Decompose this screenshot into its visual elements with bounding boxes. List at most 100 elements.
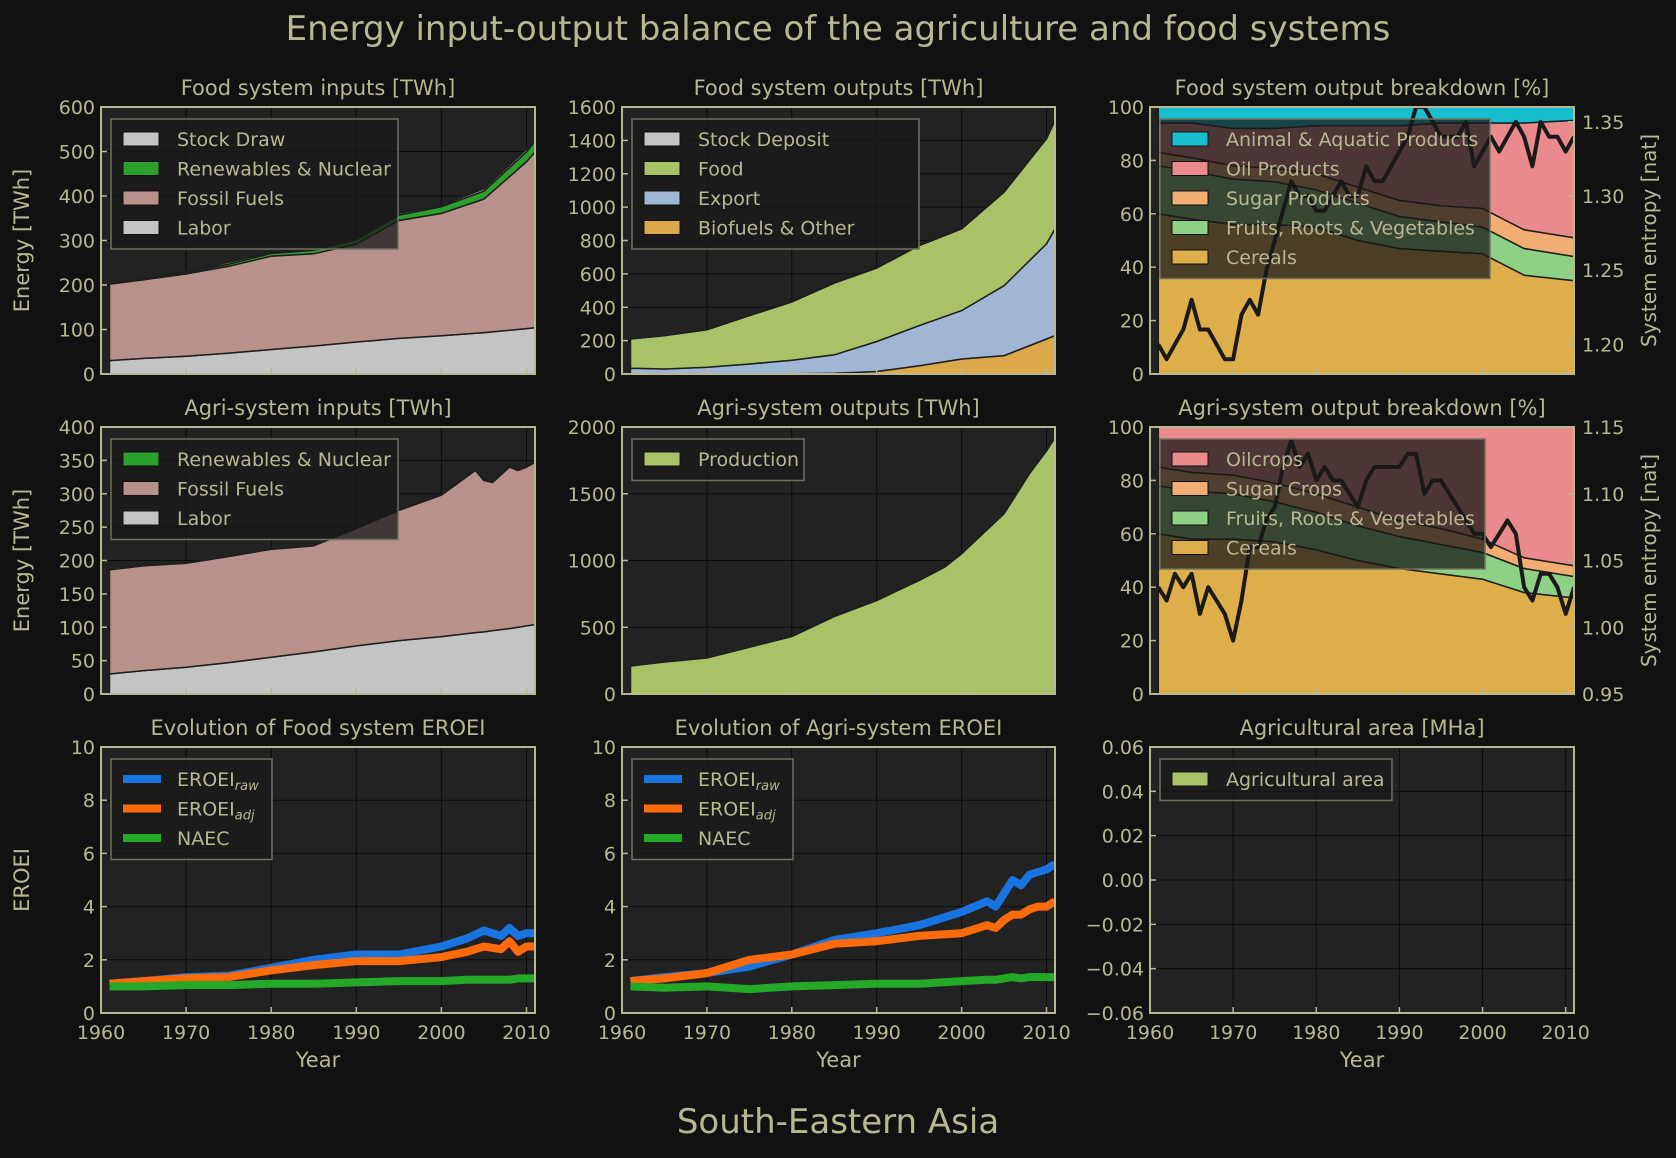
legend-label: Fossil Fuels <box>177 479 284 501</box>
axes-frame <box>1149 106 1575 375</box>
tick-label-y: 4 <box>83 897 95 919</box>
legend-swatch <box>1171 451 1209 467</box>
legend-swatch <box>1171 510 1209 526</box>
tick-label-x: 2000 <box>1458 1022 1506 1044</box>
panel-title: Evolution of Food system EROEI <box>151 716 486 740</box>
legend-box <box>1159 118 1491 280</box>
legend-label: NAEC <box>177 828 229 850</box>
tick-label-y: 0.06 <box>1102 737 1144 759</box>
panel-agri-area: −0.06 −0.04 −0.02 0.00 0.02 0.04 0.06 1960 1970 1… <box>1086 716 1590 1072</box>
legend-label: Export <box>698 188 760 210</box>
tick-label-x: 1970 <box>162 1022 210 1044</box>
legend: Production <box>631 438 805 482</box>
tick-label-y: 400 <box>59 186 95 208</box>
legend: Oilcrops Sugar Crops Fruits, Roots & Veget… <box>1159 438 1486 570</box>
tick-label-y: 250 <box>59 517 95 539</box>
tick-label-y: 6 <box>604 843 616 865</box>
legend-label-subscript: raw <box>235 779 259 794</box>
axis-label-y: Energy [TWh] <box>10 489 34 632</box>
line-eroei-adj <box>109 937 535 988</box>
tick-label-y2: 1.25 <box>1582 260 1624 282</box>
tick-label-y: 2 <box>83 950 95 972</box>
tick-label-y: 100 <box>59 617 95 639</box>
tick-label-y: 200 <box>59 551 95 573</box>
area-stock-deposit <box>630 118 1055 340</box>
panel-food-outputs: 0 200 400 600 800 1000 1200 1400 1600 Food system… <box>568 76 1056 386</box>
series-group <box>108 137 535 374</box>
axis-label-x: Year <box>295 1048 341 1072</box>
legend: Animal & Aquatic Products Oil Products Sug… <box>1159 118 1491 280</box>
legend-label: Sugar Crops <box>1226 479 1342 501</box>
panel-title: Evolution of Agri-system EROEI <box>675 716 1003 740</box>
tick-label-y: 0 <box>83 1003 95 1025</box>
axis-label-y2: System entropy [nat] <box>1637 134 1661 347</box>
line-naec <box>109 974 535 991</box>
tick-label-y2: 1.20 <box>1582 334 1624 356</box>
tick-label-y: 2000 <box>568 417 616 439</box>
panel-food-breakdown: 1.20 1.25 1.30 1.35 System entropy [nat] 0 20 4… <box>1108 76 1661 386</box>
legend-swatch <box>643 220 681 235</box>
tick-label-y2: 1.15 <box>1582 417 1624 439</box>
legend-swatch <box>1171 249 1209 265</box>
tick-label-y: 0 <box>83 364 95 386</box>
legend-label: Agricultural area <box>1226 769 1385 791</box>
legend-label: Renewables & Nuclear <box>177 159 391 181</box>
tick-label-y: −0.04 <box>1086 959 1144 981</box>
axes-frame <box>621 746 1056 1014</box>
panel-title: Food system inputs [TWh] <box>181 76 456 100</box>
tick-label-y: 0 <box>604 684 616 706</box>
tick-label-y: 0 <box>604 364 616 386</box>
legend-label: NAEC <box>698 828 750 850</box>
tick-label-y: 400 <box>59 417 95 439</box>
tick-label-y: 10 <box>592 737 616 759</box>
area-stock-draw <box>109 137 535 284</box>
area-production <box>629 436 1055 694</box>
panel-title: Food system outputs [TWh] <box>694 76 984 100</box>
tick-label-y: 0.00 <box>1102 870 1144 892</box>
tick-label-y: 100 <box>1108 97 1144 119</box>
legend: Stock Draw Renewables & Nuclear Fossil Fue… <box>110 118 399 250</box>
tick-label-y: 60 <box>1120 524 1144 546</box>
tick-label-y2: 1.30 <box>1582 186 1624 208</box>
tick-label-x: 1960 <box>77 1022 125 1044</box>
tick-label-x: 2010 <box>1542 1022 1590 1044</box>
tick-label-x: 1960 <box>598 1022 646 1044</box>
line-naec <box>630 973 1055 994</box>
tick-label-y: −0.02 <box>1086 914 1144 936</box>
panel-title: Agricultural area [MHa] <box>1239 716 1484 740</box>
panel-agri-eroei: 0 2 4 6 8 10 1960 1970 1980 1990 2000 2010 Evolution… <box>592 716 1071 1072</box>
tick-label-y: 200 <box>59 275 95 297</box>
tick-label-y: 100 <box>59 320 95 342</box>
tick-label-y: 1600 <box>568 97 616 119</box>
tick-label-y: 80 <box>1120 470 1144 492</box>
tick-label-y: 1000 <box>568 551 616 573</box>
tick-label-x: 2000 <box>937 1022 985 1044</box>
legend-label: Stock Deposit <box>698 129 829 151</box>
tick-label-y: 500 <box>59 142 95 164</box>
panel-agri-breakdown: 0.95 1.00 1.05 1.10 1.15 System entropy [nat]… <box>1108 396 1661 706</box>
tick-label-y: 0.02 <box>1102 826 1144 848</box>
legend-swatch <box>122 451 160 467</box>
legend-swatch <box>122 220 160 235</box>
tick-label-y: 300 <box>59 231 95 253</box>
line-eroei-raw <box>630 860 1055 986</box>
tick-label-y2: 1.00 <box>1582 617 1624 639</box>
legend-label: Biofuels & Other <box>698 218 855 240</box>
tick-label-y: 0 <box>1132 364 1144 386</box>
tick-label-x: 1970 <box>683 1022 731 1044</box>
legend-label: Fruits, Roots & Vegetables <box>1226 508 1475 530</box>
axis-label-y2: System entropy [nat] <box>1637 454 1661 667</box>
tick-label-y: 2 <box>604 950 616 972</box>
legend-swatch <box>122 161 160 176</box>
tick-label-y2: 1.10 <box>1582 484 1624 506</box>
panel-food-inputs: 0 100 200 300 400 500 600 Food system inputs [T… <box>10 76 536 386</box>
panel-agri-outputs: 0 500 1000 1500 2000 Agri-system outputs [TWh… <box>568 396 1056 706</box>
series-group <box>108 460 535 694</box>
legend-swatch <box>643 451 681 467</box>
tick-label-y: 8 <box>604 790 616 812</box>
tick-label-y: 20 <box>1120 311 1144 333</box>
series-group <box>109 923 535 991</box>
tick-label-x: 1990 <box>853 1022 901 1044</box>
tick-label-y2: 0.95 <box>1582 684 1624 706</box>
